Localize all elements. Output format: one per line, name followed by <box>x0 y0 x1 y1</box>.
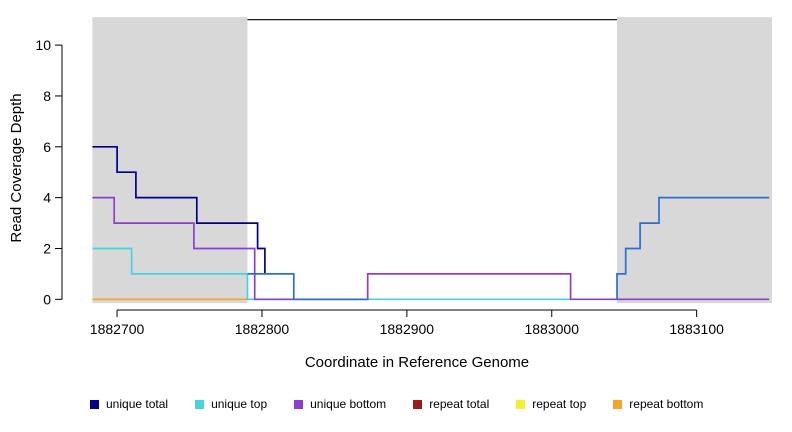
x-tick-label: 1882900 <box>380 321 435 337</box>
x-axis-label: Coordinate in Reference Genome <box>305 354 529 371</box>
legend-item-repeat-top: repeat top <box>516 397 586 411</box>
legend-swatch-repeat-bottom <box>613 399 623 409</box>
y-tick-label: 0 <box>43 291 51 307</box>
series-unique-total-right <box>616 196 770 300</box>
y-tick-label: 8 <box>43 88 51 104</box>
legend-label: unique bottom <box>310 397 387 411</box>
y-tick-label: 2 <box>43 240 51 256</box>
shaded-region <box>616 17 772 304</box>
legend-label: repeat top <box>532 397 587 411</box>
legend-swatch-unique-top <box>195 399 205 409</box>
y-axis-label: Read Coverage Depth <box>8 93 25 242</box>
legend-label: repeat bottom <box>629 397 704 411</box>
legend-item-unique-bottom: unique bottom <box>294 397 386 411</box>
legend-item-repeat-total: repeat total <box>413 397 489 411</box>
x-tick-label: 1882800 <box>235 321 290 337</box>
x-tick-label: 1882700 <box>90 321 145 337</box>
legend-swatch-unique-total <box>90 399 99 409</box>
chart-layers: 1882700 1882800 1882900 1883000 1883100 0 2 4 6 8… <box>35 17 772 337</box>
x-tick-label: 1883100 <box>669 321 724 337</box>
series-unique-total-mid <box>247 273 368 301</box>
y-tick-label: 10 <box>35 37 51 53</box>
y-tick-label: 4 <box>43 190 51 206</box>
legend-swatch-unique-bottom <box>294 399 304 409</box>
y-tick-label: 6 <box>43 139 51 155</box>
x-tick-label: 1883000 <box>524 321 579 337</box>
legend-label: unique total <box>106 397 169 411</box>
shaded-region <box>92 17 248 304</box>
legend-swatch-repeat-total <box>413 399 423 409</box>
legend-label: unique top <box>211 397 268 411</box>
legend-item-repeat-bottom: repeat bottom <box>613 397 703 411</box>
legend-label: repeat total <box>429 397 490 411</box>
legend: unique total unique top unique bottom repea… <box>90 397 703 411</box>
legend-swatch-repeat-top <box>516 399 526 409</box>
legend-item-unique-top: unique top <box>195 397 267 411</box>
series-unique-total-left <box>92 145 266 274</box>
legend-item-unique-total: unique total <box>90 397 168 411</box>
